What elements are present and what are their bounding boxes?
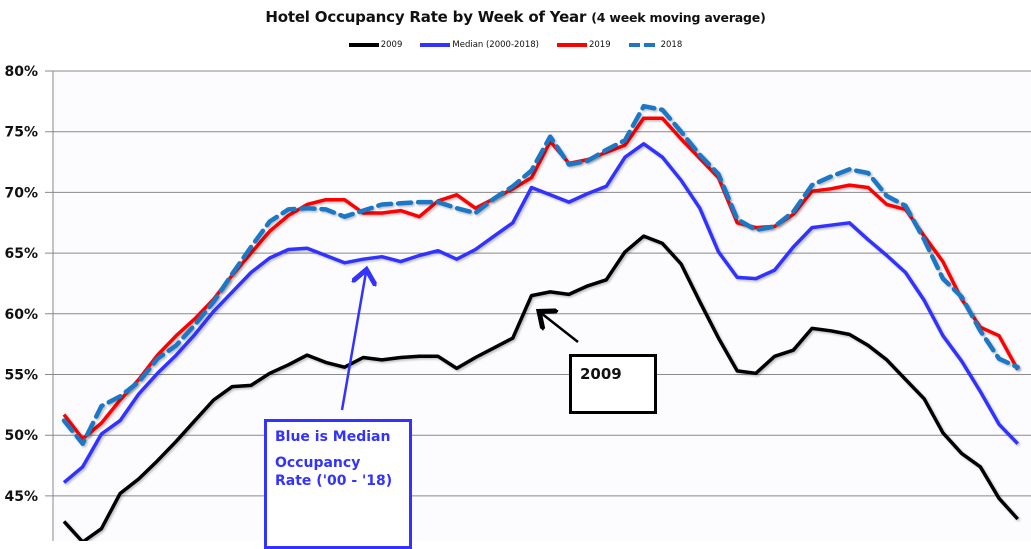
annotation-2009-arrow (541, 313, 579, 343)
legend-item-2019: 2019 (556, 40, 611, 50)
chart-legend: 2009 Median (2000-2018) 2019 2018 (0, 40, 1031, 50)
median-annotation-arrow (340, 272, 366, 411)
legend-swatch-2019 (556, 43, 587, 47)
chart-title-main: Hotel Occupancy Rate by Week of Year (265, 8, 592, 26)
y-tick-label: 60% (4, 307, 38, 323)
y-tick-label: 65% (4, 246, 38, 262)
y-tick-label: 75% (4, 125, 38, 141)
series-line-median-2000-2018- (62, 142, 1019, 484)
annotation-2009-label: 2009 (580, 365, 622, 383)
legend-swatch-2018 (628, 43, 659, 47)
y-tick-label: 50% (4, 428, 38, 444)
median-annotation-box: Blue is Median Occupancy Rate ('00 - '18… (264, 419, 412, 549)
y-tick-label: 55% (4, 368, 38, 384)
legend-label-median: Median (2000-2018) (452, 40, 539, 50)
median-annotation-line3: Rate ('00 - '18) (275, 473, 393, 489)
chart-title: Hotel Occupancy Rate by Week of Year (4 … (0, 8, 1031, 26)
median-annotation-line1: Blue is Median (275, 429, 391, 445)
chart-subtitle: (4 week moving average) (591, 10, 766, 25)
median-annotation-line2: Occupancy (275, 455, 361, 471)
annotation-2009-box: 2009 (569, 354, 657, 414)
y-tick-label: 45% (4, 489, 38, 505)
y-axis-ticks: 45% 50% 55% 60% 65% 70% 75% 80% (4, 64, 38, 505)
legend-label-2009: 2009 (380, 40, 403, 50)
y-tick-label: 70% (4, 185, 38, 201)
legend-label-2019: 2019 (588, 40, 611, 50)
legend-item-2009: 2009 (348, 40, 403, 50)
series-line-2018 (61, 103, 1020, 446)
legend-swatch-2009 (348, 43, 379, 47)
y-tick-label: 80% (4, 64, 38, 80)
plot-background (53, 71, 1031, 541)
legend-item-2018: 2018 (628, 40, 683, 50)
legend-swatch-median (420, 43, 451, 47)
gridlines (45, 70, 1031, 497)
series-line-2009 (62, 234, 1019, 541)
legend-label-2018: 2018 (660, 40, 683, 50)
data-series (61, 103, 1020, 541)
legend-item-median: Median (2000-2018) (420, 40, 539, 50)
